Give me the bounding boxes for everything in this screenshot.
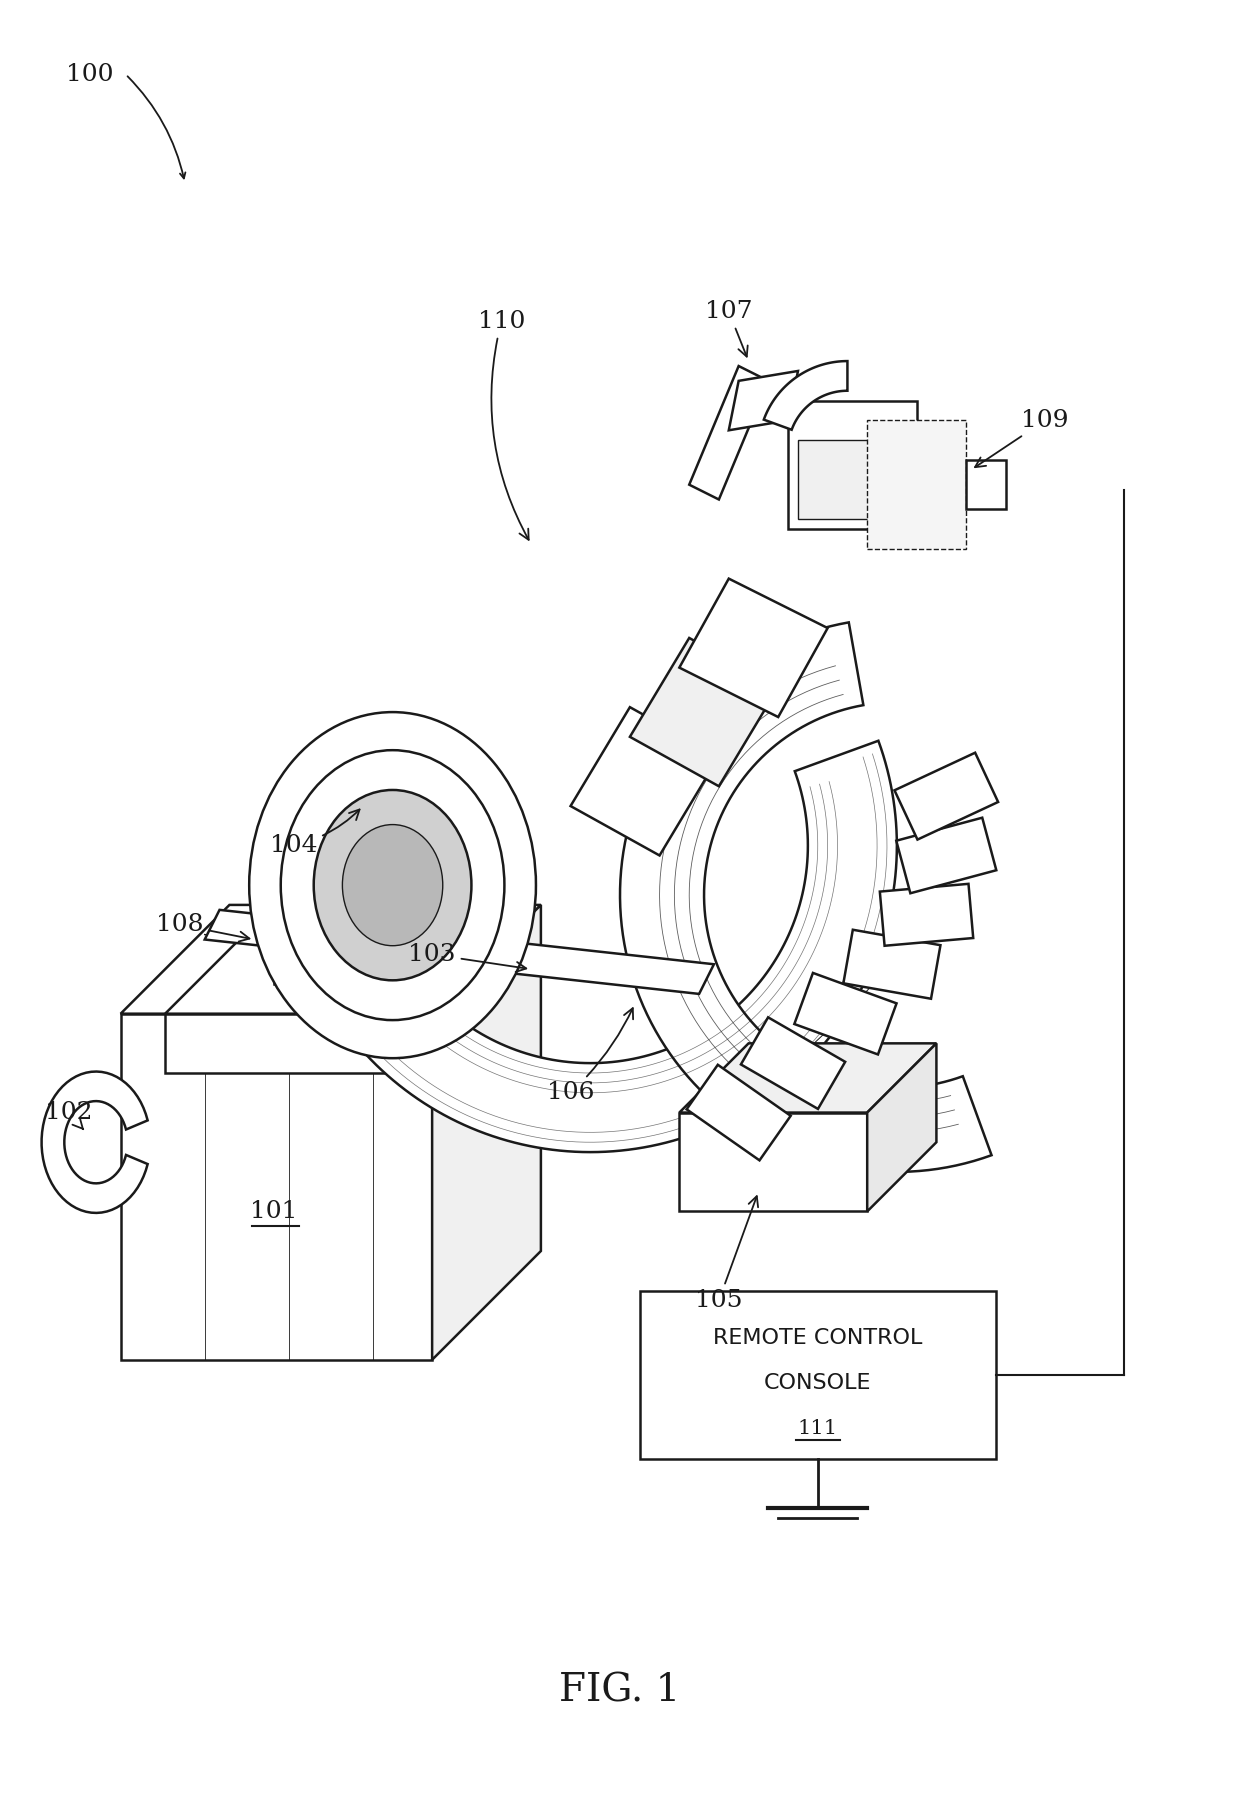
Polygon shape [120,1014,432,1361]
Polygon shape [789,400,916,530]
Text: 110: 110 [477,311,528,540]
Polygon shape [799,440,906,519]
Polygon shape [680,1043,936,1113]
Polygon shape [120,905,541,1014]
Polygon shape [393,924,481,1073]
FancyBboxPatch shape [867,420,966,549]
Polygon shape [795,973,897,1054]
Polygon shape [966,460,1006,510]
Polygon shape [620,623,992,1172]
Polygon shape [687,1064,791,1160]
Ellipse shape [314,790,471,980]
Polygon shape [897,819,996,894]
Polygon shape [432,905,541,1361]
Polygon shape [274,939,343,984]
Polygon shape [880,883,973,946]
Polygon shape [570,707,719,856]
Polygon shape [843,930,940,998]
Ellipse shape [342,824,443,946]
Text: 103: 103 [408,942,526,971]
Text: CONSOLE: CONSOLE [764,1373,872,1393]
Text: 107: 107 [706,300,753,357]
Polygon shape [742,1018,846,1109]
Text: 106: 106 [547,1009,634,1104]
Polygon shape [165,924,481,1014]
Text: REMOTE CONTROL: REMOTE CONTROL [713,1328,923,1348]
Text: 100: 100 [66,63,114,86]
Polygon shape [165,1014,393,1073]
Text: 102: 102 [45,1100,92,1129]
Text: 109: 109 [975,409,1069,467]
Text: 108: 108 [156,914,249,942]
Polygon shape [630,637,779,786]
Polygon shape [42,1072,148,1213]
Text: 105: 105 [696,1195,758,1312]
Polygon shape [894,752,998,840]
Text: FIG. 1: FIG. 1 [559,1673,681,1709]
Polygon shape [729,372,799,431]
Text: 111: 111 [797,1418,838,1438]
Text: 101: 101 [250,1199,298,1222]
Ellipse shape [249,713,536,1059]
Polygon shape [325,741,897,1152]
Polygon shape [689,366,769,499]
Polygon shape [680,578,827,716]
Text: 104: 104 [270,810,360,856]
Ellipse shape [280,750,505,1020]
Polygon shape [264,910,358,955]
Polygon shape [205,910,714,994]
Polygon shape [764,361,847,429]
Polygon shape [680,1113,867,1212]
Polygon shape [867,1043,936,1212]
